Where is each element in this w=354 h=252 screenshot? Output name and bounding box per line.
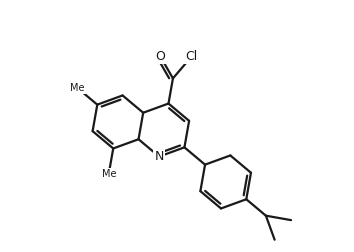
Text: O: O [156,50,166,64]
Text: Me: Me [102,169,116,179]
Text: Me: Me [70,83,85,93]
Text: Cl: Cl [185,50,198,64]
Text: N: N [154,150,164,163]
